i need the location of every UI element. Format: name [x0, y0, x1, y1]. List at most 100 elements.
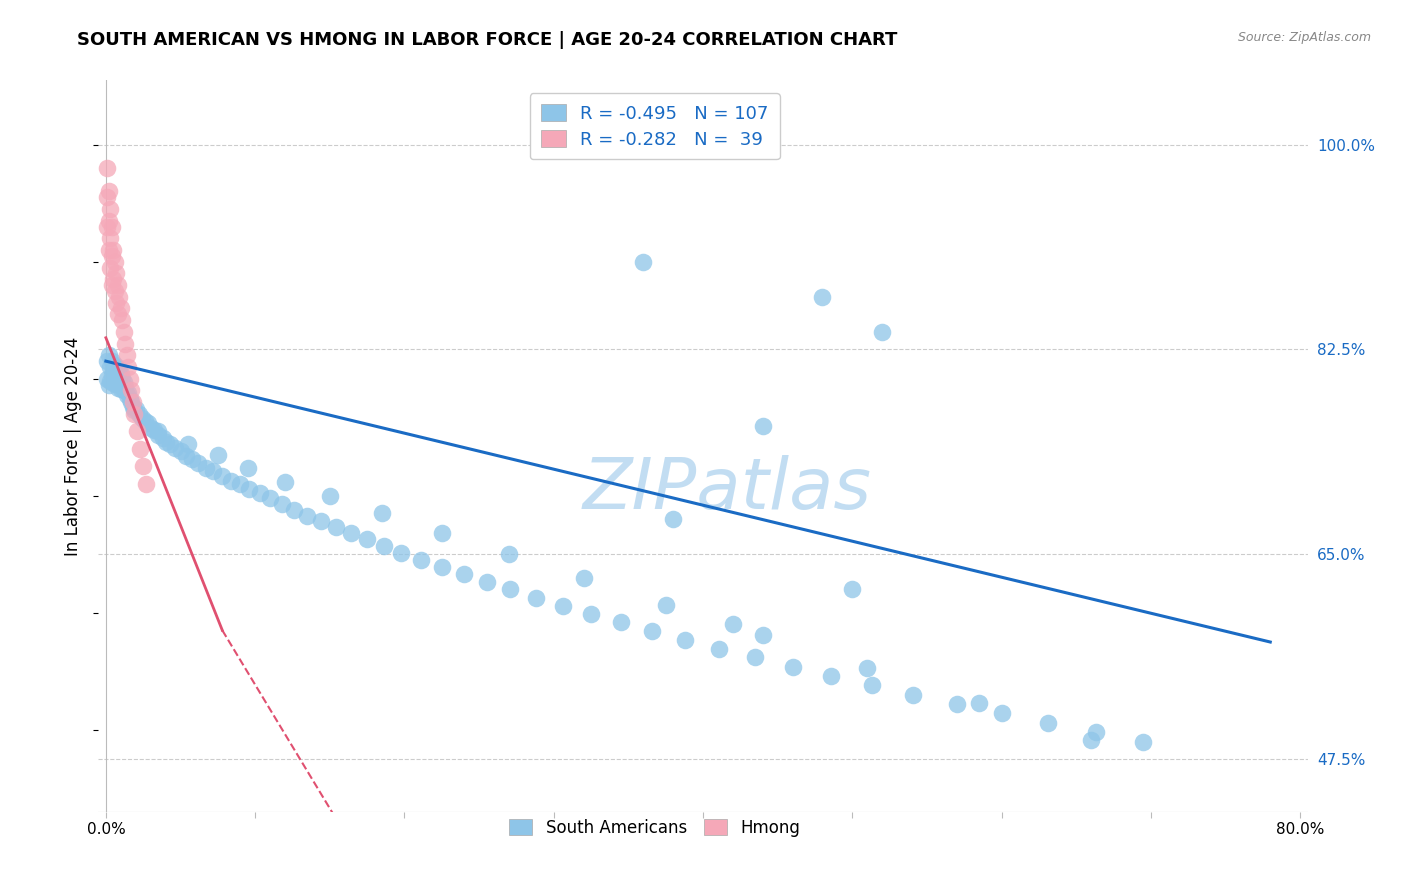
Point — [96, 190, 118, 204]
Point — [1084, 725, 1107, 739]
Point — [111, 313, 134, 327]
Point — [107, 365, 129, 379]
Point — [96, 161, 118, 175]
Point — [152, 431, 174, 445]
Point — [283, 503, 305, 517]
Point — [101, 219, 124, 234]
Point — [274, 475, 297, 489]
Point — [108, 362, 131, 376]
Point — [98, 260, 121, 275]
Point — [121, 395, 143, 409]
Point — [114, 336, 136, 351]
Point — [98, 231, 121, 245]
Point — [751, 418, 773, 433]
Point — [136, 416, 159, 430]
Point — [117, 359, 139, 374]
Point — [117, 385, 139, 400]
Point — [97, 348, 120, 362]
Point — [870, 325, 893, 339]
Point — [325, 520, 347, 534]
Y-axis label: In Labor Force | Age 20-24: In Labor Force | Age 20-24 — [65, 336, 83, 556]
Point — [103, 362, 125, 376]
Point — [249, 486, 271, 500]
Point — [751, 628, 773, 642]
Point — [1080, 733, 1102, 747]
Point — [107, 278, 129, 293]
Point — [101, 278, 124, 293]
Point — [139, 421, 162, 435]
Point — [146, 425, 169, 439]
Point — [96, 372, 118, 386]
Point — [356, 532, 378, 546]
Point — [673, 632, 696, 647]
Point — [169, 444, 191, 458]
Point — [135, 477, 157, 491]
Point — [110, 301, 132, 316]
Point — [103, 243, 125, 257]
Point — [453, 567, 475, 582]
Point — [115, 388, 138, 402]
Point — [177, 437, 200, 451]
Point — [127, 425, 149, 439]
Point — [1036, 715, 1059, 730]
Point — [309, 515, 332, 529]
Point — [238, 875, 260, 889]
Point — [181, 452, 204, 467]
Point — [371, 506, 394, 520]
Point — [97, 213, 120, 227]
Point — [860, 678, 883, 692]
Point — [101, 368, 124, 383]
Point — [236, 460, 259, 475]
Point — [391, 546, 413, 560]
Point — [633, 254, 655, 268]
Point — [111, 372, 134, 386]
Point — [105, 295, 128, 310]
Point — [990, 706, 1012, 721]
Point — [211, 468, 233, 483]
Point — [856, 661, 879, 675]
Point — [105, 359, 128, 374]
Point — [662, 512, 685, 526]
Point — [98, 359, 121, 374]
Point — [122, 403, 145, 417]
Point — [110, 367, 132, 381]
Point — [271, 497, 294, 511]
Point — [146, 428, 169, 442]
Point — [105, 266, 128, 280]
Point — [112, 325, 135, 339]
Point — [610, 615, 633, 629]
Point — [118, 392, 141, 406]
Point — [125, 402, 148, 417]
Point — [654, 598, 676, 612]
Point — [121, 400, 143, 414]
Point — [430, 560, 453, 574]
Point — [499, 582, 522, 597]
Point — [104, 358, 127, 372]
Point — [142, 423, 165, 437]
Point — [103, 272, 125, 286]
Text: Source: ZipAtlas.com: Source: ZipAtlas.com — [1237, 31, 1371, 45]
Point — [122, 407, 145, 421]
Point — [187, 456, 209, 470]
Point — [104, 254, 127, 268]
Text: SOUTH AMERICAN VS HMONG IN LABOR FORCE | AGE 20-24 CORRELATION CHART: SOUTH AMERICAN VS HMONG IN LABOR FORCE |… — [77, 31, 897, 49]
Text: ZIPatlas: ZIPatlas — [582, 456, 872, 524]
Point — [120, 395, 142, 409]
Point — [132, 459, 155, 474]
Point — [155, 434, 177, 449]
Point — [259, 491, 281, 505]
Point — [551, 599, 574, 613]
Point — [373, 539, 395, 553]
Point — [107, 307, 129, 321]
Point — [107, 381, 129, 395]
Point — [97, 185, 120, 199]
Point — [108, 377, 131, 392]
Point — [229, 477, 252, 491]
Point — [841, 582, 863, 597]
Point — [134, 414, 156, 428]
Point — [297, 508, 319, 523]
Point — [202, 464, 225, 478]
Point — [238, 482, 260, 496]
Point — [104, 284, 127, 298]
Point — [319, 489, 342, 503]
